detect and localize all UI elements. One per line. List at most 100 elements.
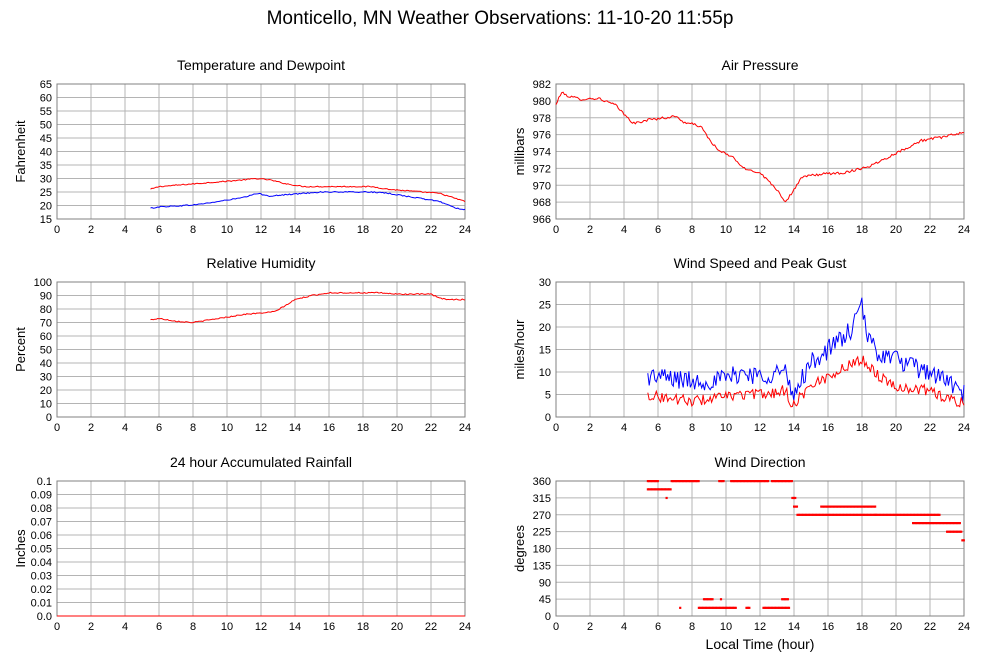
direction-point bbox=[960, 530, 963, 533]
y-tick-label: 60 bbox=[40, 93, 52, 105]
direction-point bbox=[907, 513, 910, 516]
direction-point bbox=[871, 513, 874, 516]
direction-point bbox=[700, 606, 703, 609]
y-tick-label: 0.06 bbox=[31, 530, 52, 542]
y-tick-label: 0.0 bbox=[37, 611, 52, 623]
chart-title: 24 hour Accumulated Rainfall bbox=[170, 454, 352, 470]
x-tick-label: 18 bbox=[856, 621, 868, 633]
direction-point bbox=[652, 488, 655, 491]
x-tick-label: 16 bbox=[323, 422, 335, 434]
direction-point bbox=[855, 513, 859, 516]
y-tick-label: 20 bbox=[40, 201, 52, 213]
y-tick-label: 30 bbox=[40, 174, 52, 186]
direction-point bbox=[955, 522, 959, 525]
direction-point bbox=[765, 480, 768, 483]
direction-point bbox=[752, 480, 755, 483]
direction-point bbox=[786, 480, 789, 483]
direction-point bbox=[843, 513, 846, 516]
direction-point bbox=[929, 522, 932, 525]
direction-point bbox=[792, 496, 795, 500]
direction-point bbox=[690, 480, 693, 483]
x-tick-label: 0 bbox=[553, 621, 559, 633]
y-tick-label: 970 bbox=[533, 180, 551, 192]
direction-point bbox=[830, 513, 833, 516]
direction-point bbox=[845, 505, 848, 508]
x-tick-label: 4 bbox=[122, 621, 128, 633]
direction-point bbox=[825, 505, 829, 508]
direction-point bbox=[888, 513, 891, 516]
y-tick-label: 0.03 bbox=[31, 571, 52, 583]
direction-point bbox=[936, 522, 939, 525]
direction-point bbox=[943, 522, 946, 525]
direction-point bbox=[880, 513, 883, 516]
direction-point bbox=[697, 606, 700, 609]
direction-point bbox=[721, 480, 724, 483]
x-tick-label: 24 bbox=[958, 422, 970, 434]
y-axis-label: millibars bbox=[512, 127, 527, 175]
direction-point bbox=[820, 513, 823, 516]
page-title: Monticello, MN Weather Observations: 11-… bbox=[266, 8, 734, 29]
direction-point bbox=[810, 513, 813, 516]
direction-point bbox=[894, 513, 897, 516]
direction-point bbox=[683, 480, 686, 483]
direction-point bbox=[930, 522, 933, 525]
direction-point bbox=[835, 505, 838, 508]
direction-point bbox=[851, 513, 854, 516]
direction-point bbox=[811, 513, 815, 516]
direction-point bbox=[947, 530, 950, 533]
direction-point bbox=[748, 606, 751, 609]
direction-point bbox=[680, 480, 683, 483]
y-tick-label: 980 bbox=[533, 96, 551, 108]
direction-point bbox=[876, 513, 879, 516]
direction-point bbox=[881, 513, 884, 516]
y-tick-label: 0.05 bbox=[31, 544, 52, 556]
x-tick-label: 18 bbox=[856, 224, 868, 236]
y-tick-label: 976 bbox=[533, 130, 551, 142]
direction-point bbox=[951, 530, 954, 533]
direction-point bbox=[705, 598, 708, 601]
x-tick-label: 10 bbox=[720, 621, 732, 633]
y-tick-label: 0.02 bbox=[31, 584, 52, 596]
direction-point bbox=[848, 513, 852, 516]
direction-point bbox=[728, 606, 732, 609]
direction-point bbox=[910, 513, 913, 516]
direction-point bbox=[816, 513, 819, 516]
y-tick-label: 90 bbox=[40, 291, 52, 303]
direction-point bbox=[831, 513, 835, 516]
x-tick-label: 18 bbox=[357, 422, 369, 434]
direction-point bbox=[711, 598, 714, 601]
direction-point bbox=[746, 606, 750, 609]
direction-point bbox=[660, 488, 664, 491]
direction-point bbox=[837, 505, 840, 508]
direction-point bbox=[950, 530, 953, 533]
y-tick-label: 40 bbox=[40, 147, 52, 159]
direction-point bbox=[770, 606, 774, 609]
y-tick-label: 0.1 bbox=[37, 476, 52, 488]
direction-point bbox=[832, 505, 836, 508]
direction-point bbox=[793, 505, 796, 508]
direction-point bbox=[785, 606, 788, 609]
direction-point bbox=[840, 513, 843, 516]
y-tick-label: 974 bbox=[533, 147, 551, 159]
y-tick-label: 982 bbox=[533, 79, 551, 91]
direction-point bbox=[837, 513, 840, 516]
direction-point bbox=[838, 513, 842, 516]
y-tick-label: 0.01 bbox=[31, 598, 52, 610]
direction-point bbox=[717, 606, 720, 609]
x-tick-label: 14 bbox=[289, 621, 301, 633]
direction-point bbox=[780, 480, 784, 483]
direction-point bbox=[862, 513, 866, 516]
y-tick-label: 25 bbox=[40, 187, 52, 199]
y-tick-label: 30 bbox=[40, 372, 52, 384]
direction-point bbox=[702, 598, 706, 601]
x-tick-label: 14 bbox=[788, 621, 800, 633]
direction-point bbox=[730, 606, 733, 609]
y-tick-label: 968 bbox=[533, 197, 551, 209]
direction-point bbox=[702, 606, 705, 609]
direction-point bbox=[723, 606, 726, 609]
y-tick-label: 0.09 bbox=[31, 490, 52, 502]
x-tick-label: 10 bbox=[720, 224, 732, 236]
